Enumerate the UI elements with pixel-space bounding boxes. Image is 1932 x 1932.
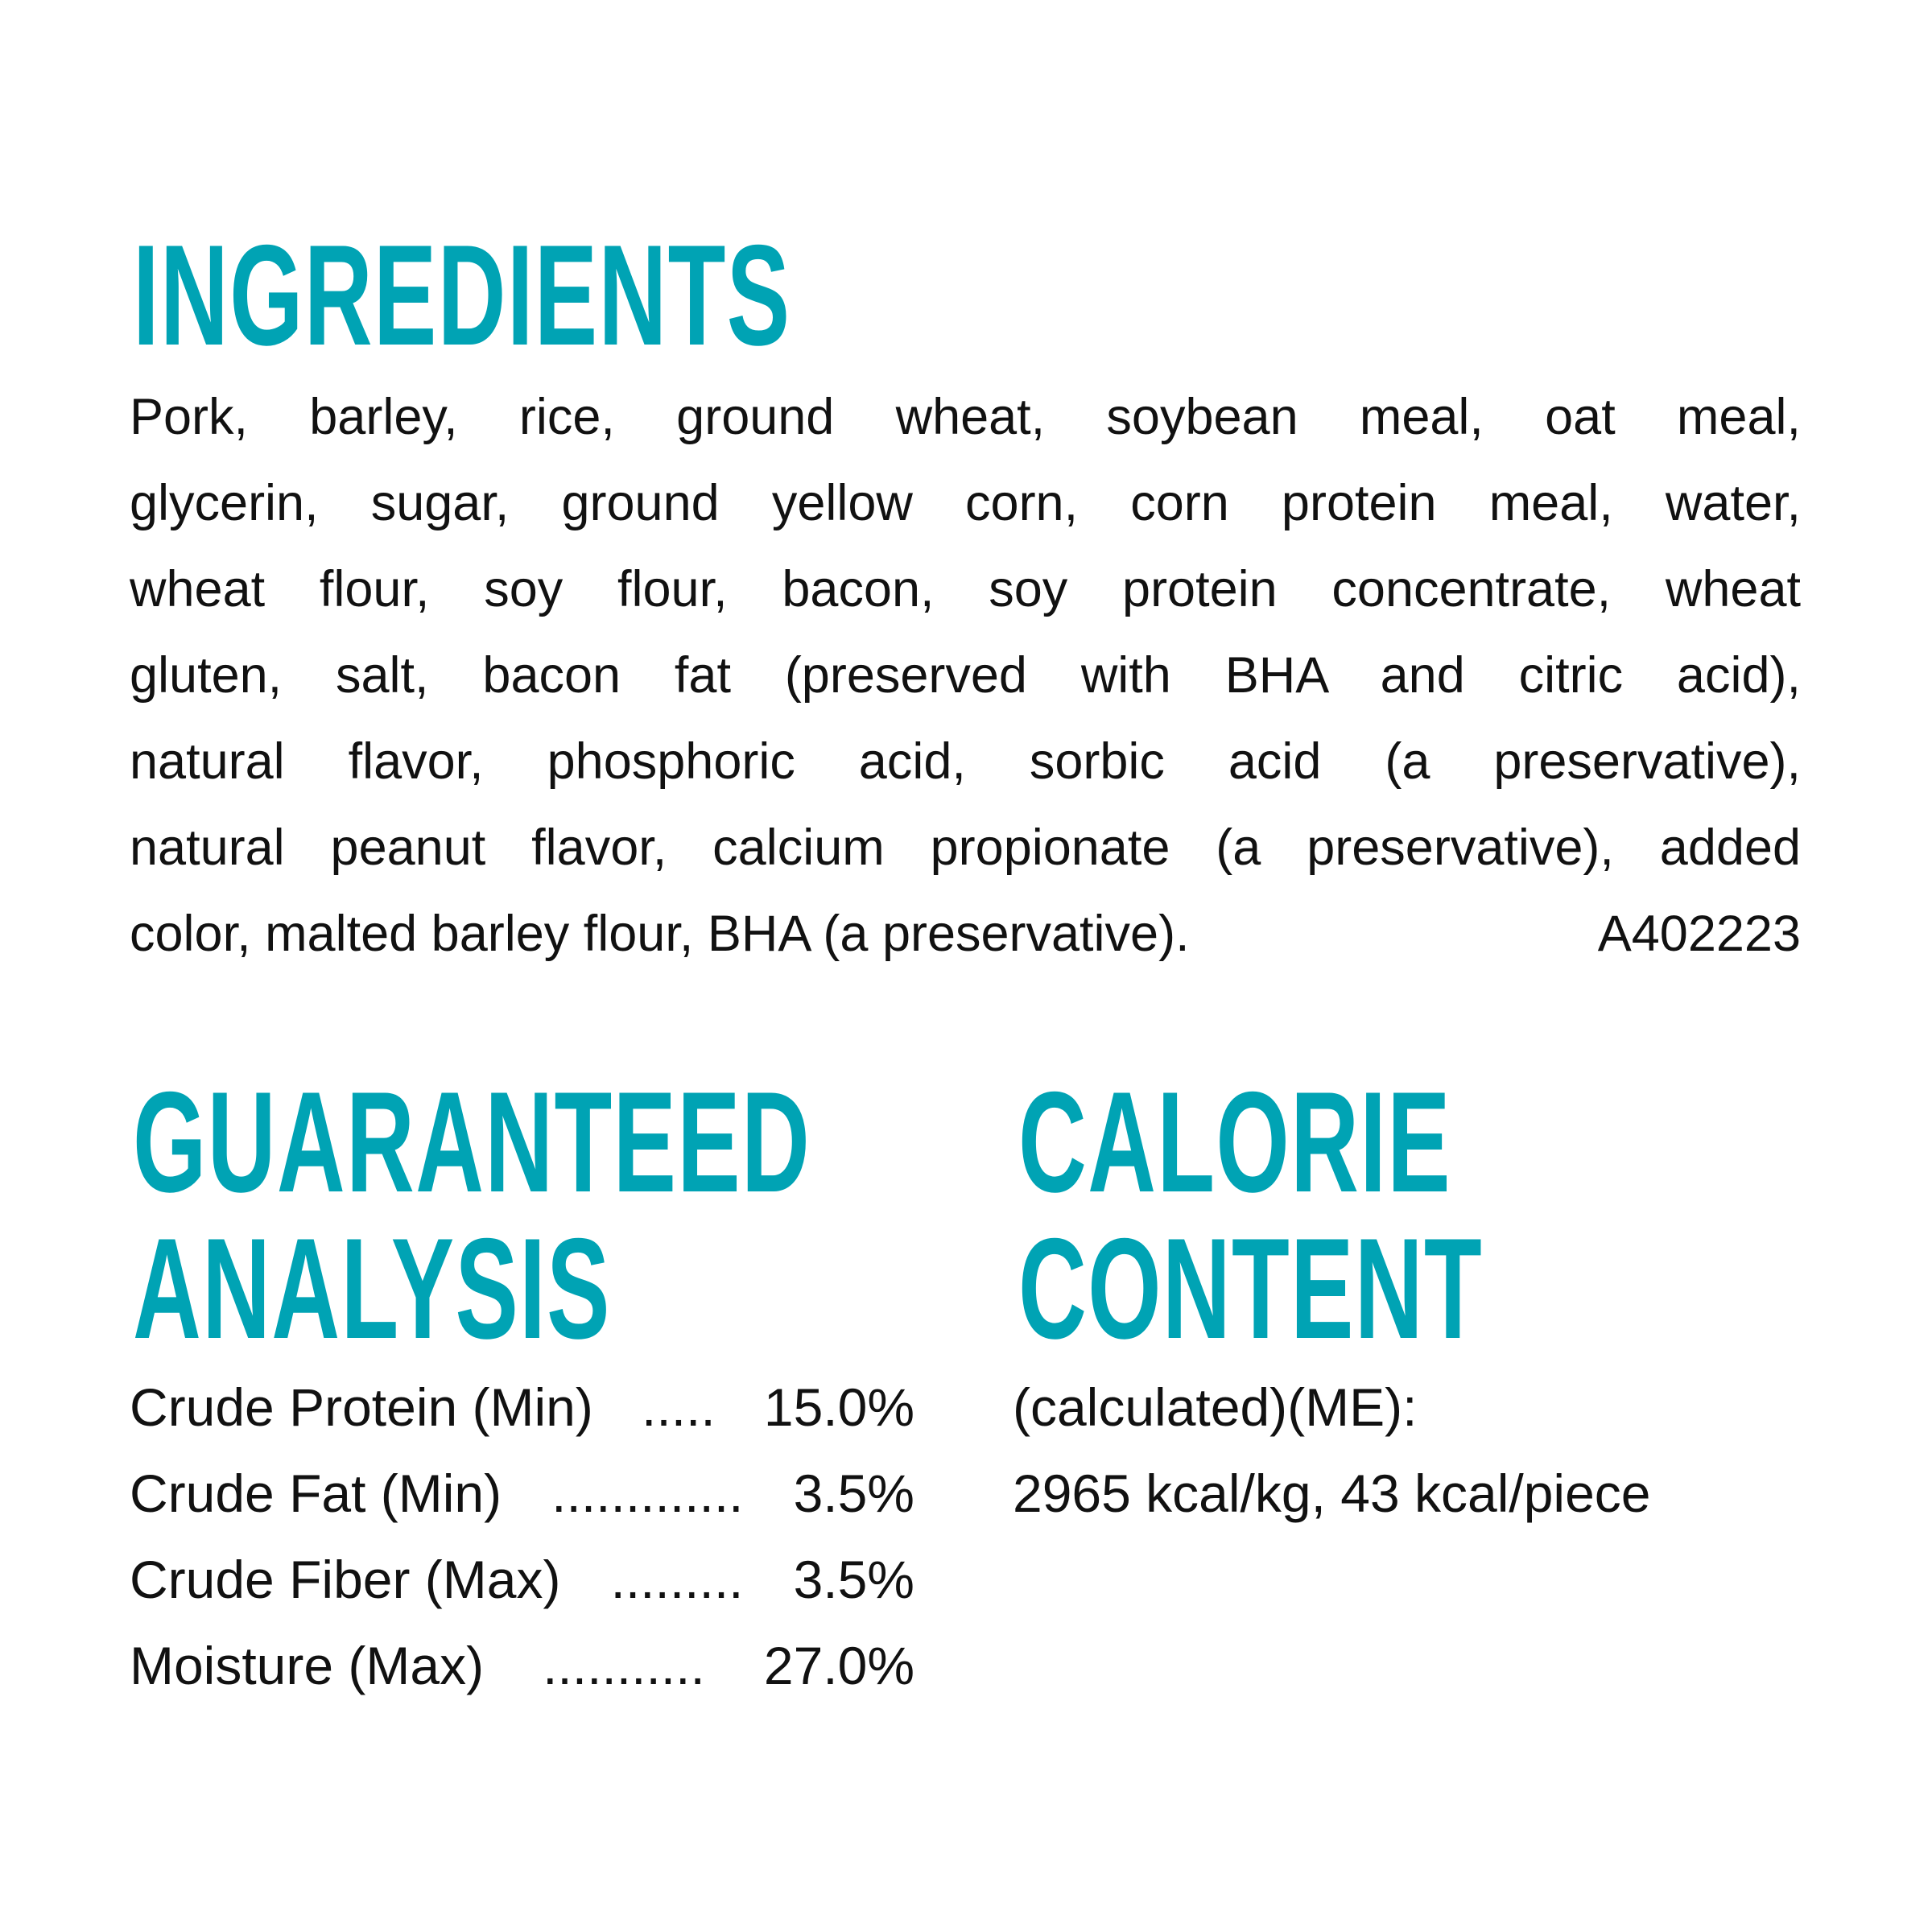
analysis-value: 3.5% (793, 1550, 914, 1609)
analysis-row: Moisture (Max)........... 27.0% (130, 1623, 914, 1709)
calorie-content-heading-line2: CONTENT (1018, 1208, 1484, 1368)
ingredients-line: natural flavor, phosphoric acid, sorbic … (130, 733, 1801, 790)
analysis-row: Crude Protein (Min)..... 15.0% (130, 1364, 914, 1451)
analysis-dots: ......... (610, 1550, 744, 1609)
analysis-dots: ........... (543, 1636, 705, 1695)
ingredients-line: Pork, barley, rice, ground wheat, soybea… (130, 389, 1801, 445)
ingredients-line: natural peanut flavor, calcium propionat… (130, 819, 1801, 876)
ingredients-last-line: color, malted barley flour, BHA (a prese… (130, 891, 1801, 977)
ingredients-text: Pork, barley, rice, ground wheat, soybea… (130, 374, 1801, 977)
calorie-content-text: (calculated)(ME): 2965 kcal/kg, 43 kcal/… (1013, 1364, 1650, 1537)
analysis-label: Crude Fat (Min) (130, 1463, 502, 1523)
ingredients-line: glycerin, sugar, ground yellow corn, cor… (130, 475, 1801, 531)
analysis-value: 3.5% (793, 1463, 914, 1523)
calorie-method: (calculated)(ME): (1013, 1377, 1418, 1437)
ingredients-line: color, malted barley flour, BHA (a prese… (130, 906, 1190, 962)
analysis-label: Crude Protein (Min) (130, 1377, 593, 1437)
guaranteed-analysis-heading-line1: GUARANTEED (133, 1062, 811, 1222)
analysis-row: Crude Fiber (Max)......... 3.5% (130, 1537, 914, 1623)
analysis-row: Crude Fat (Min)............. 3.5% (130, 1451, 914, 1537)
guaranteed-analysis-table: Crude Protein (Min)..... 15.0% Crude Fat … (130, 1364, 914, 1709)
analysis-label: Moisture (Max) (130, 1636, 485, 1695)
analysis-value: 27.0% (763, 1636, 914, 1695)
analysis-value: 15.0% (763, 1377, 914, 1437)
analysis-dots: ............. (551, 1463, 744, 1523)
ingredients-heading: INGREDIENTS (133, 215, 791, 375)
ingredients-line: gluten, salt, bacon fat (preserved with … (130, 647, 1801, 704)
calorie-values: 2965 kcal/kg, 43 kcal/piece (1013, 1463, 1651, 1523)
product-code: A402223 (1597, 906, 1801, 962)
guaranteed-analysis-heading-line2: ANALYSIS (133, 1208, 611, 1368)
analysis-label: Crude Fiber (Max) (130, 1550, 561, 1609)
ingredients-line: wheat flour, soy flour, bacon, soy prote… (130, 561, 1801, 617)
calorie-content-heading-line1: CALORIE (1018, 1062, 1451, 1222)
analysis-dots: ..... (642, 1377, 716, 1437)
